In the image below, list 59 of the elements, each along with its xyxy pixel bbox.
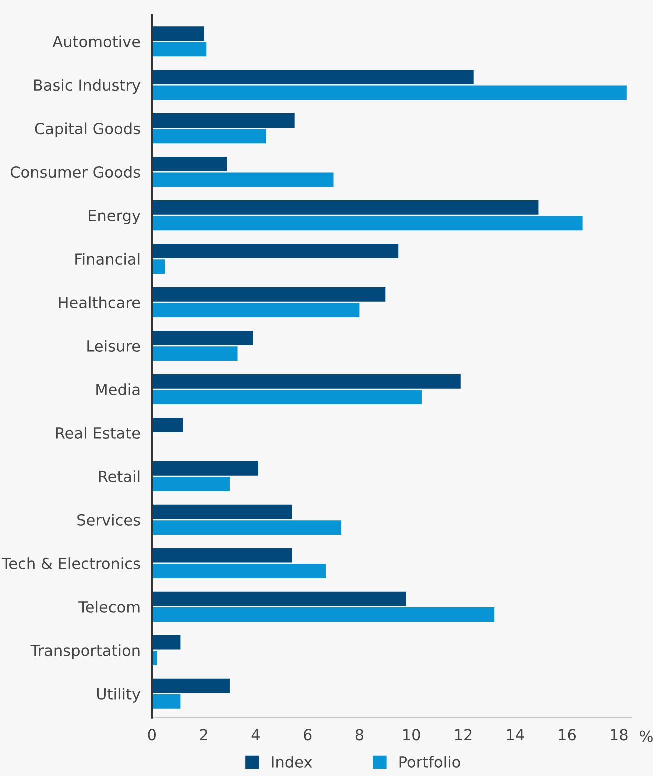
bar xyxy=(152,678,230,694)
bar xyxy=(152,172,334,188)
y-tick-label: Automotive xyxy=(52,36,140,48)
x-tick-label: 16 xyxy=(559,729,576,741)
y-tick-label: Energy xyxy=(89,210,141,225)
legend-label: Portfolio xyxy=(400,756,460,768)
y-tick-label: Tech & Electronics xyxy=(2,558,140,570)
bar xyxy=(152,390,422,405)
x-tick-label: 6 xyxy=(304,729,312,741)
bar xyxy=(152,608,495,622)
bar xyxy=(152,260,166,274)
bar xyxy=(152,548,292,563)
legend-label: Index xyxy=(272,756,312,768)
bar xyxy=(152,287,386,302)
bar xyxy=(152,216,583,231)
y-tick-label: Real Estate xyxy=(56,427,140,439)
bar xyxy=(152,157,228,172)
y-tick-label: Utility xyxy=(97,688,141,703)
bar xyxy=(152,86,627,100)
bar xyxy=(152,129,266,144)
x-tick-label: 18 xyxy=(611,729,628,741)
bar xyxy=(152,592,406,606)
y-tick-label: Telecom xyxy=(78,601,140,613)
x-tick-label: 8 xyxy=(356,729,364,741)
bar xyxy=(152,461,259,476)
y-tick-label: Leisure xyxy=(88,340,140,352)
bar xyxy=(152,346,238,362)
bar xyxy=(152,635,181,650)
y-tick-label: Retail xyxy=(99,470,140,482)
x-tick-label: 4 xyxy=(252,729,260,741)
x-axis-title: % xyxy=(640,730,653,742)
bar xyxy=(152,504,292,520)
x-tick-label: 12 xyxy=(455,729,472,741)
bar xyxy=(152,244,399,258)
x-tick-label: 2 xyxy=(200,729,208,741)
y-tick-label: Transportation xyxy=(30,644,140,660)
bar xyxy=(152,418,184,432)
bar xyxy=(152,477,230,492)
bar xyxy=(152,42,207,57)
bar xyxy=(152,520,342,535)
x-tick-label: 10 xyxy=(404,729,420,741)
bar xyxy=(152,694,181,709)
bar xyxy=(152,330,254,346)
y-tick-label: Media xyxy=(96,384,140,396)
bar xyxy=(152,374,461,389)
y-tick-label: Healthcare xyxy=(59,296,140,309)
y-tick-label: Capital Goods xyxy=(35,122,140,138)
y-tick-label: Services xyxy=(78,514,140,526)
bar xyxy=(152,70,474,84)
bar xyxy=(152,303,360,318)
y-tick-label: Consumer Goods xyxy=(10,166,140,178)
x-tick-label: 0 xyxy=(148,729,156,741)
x-tick-label: 14 xyxy=(507,729,524,741)
bar xyxy=(152,200,539,215)
bar xyxy=(152,114,295,128)
y-tick-label: Basic Industry xyxy=(34,79,141,94)
bar xyxy=(152,564,326,578)
bar xyxy=(152,26,204,41)
y-tick-label: Financial xyxy=(76,253,140,266)
